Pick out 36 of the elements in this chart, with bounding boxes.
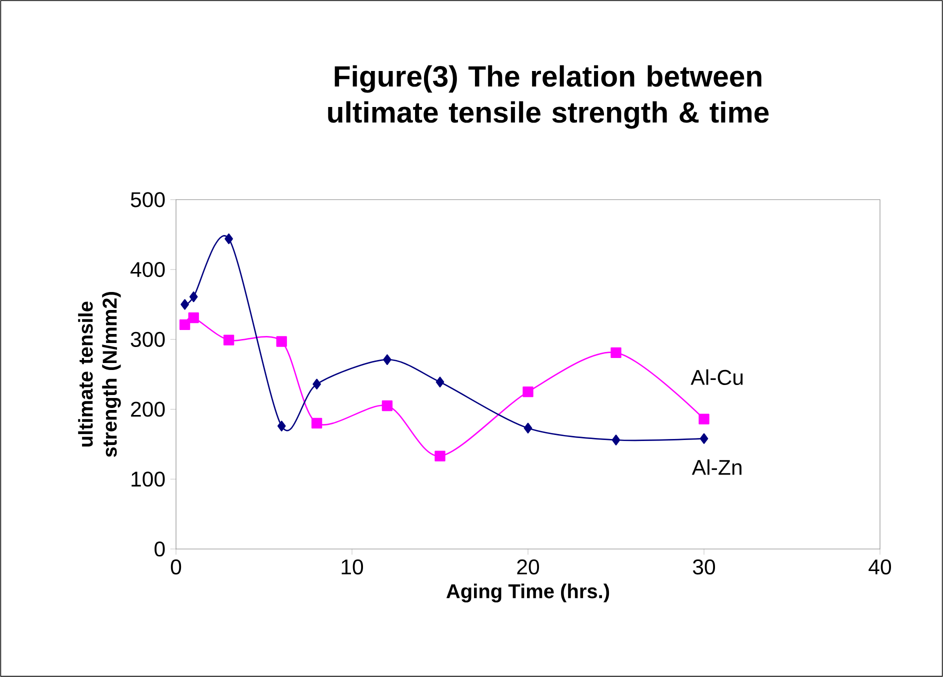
point (698, 414, 710, 424)
x-tick-label: 30 (692, 559, 716, 574)
chart-title: Figure(3) The relation between ultimate tensile strength & time (328, 65, 769, 129)
series-label: Al-Cu (690, 369, 743, 385)
y-axis-title: ultimate tensile strength (N/mm2) (78, 292, 121, 457)
point (522, 386, 534, 398)
x-tick-label: 10 (342, 559, 364, 574)
point (179, 319, 190, 330)
point (612, 434, 620, 446)
point (311, 418, 322, 429)
y-tick-label: 300 (130, 332, 165, 347)
x-tick-label: 20 (517, 559, 540, 574)
series-label: Al-Zn (692, 459, 742, 475)
x-tick-label: 40 (868, 559, 892, 574)
point (180, 299, 189, 310)
point (524, 422, 532, 434)
point (434, 450, 446, 462)
y-tick-label: 0 (154, 541, 165, 557)
point (382, 400, 393, 412)
point (383, 354, 392, 365)
point (276, 336, 287, 347)
x-axis-title: Aging Time (hrs.) (446, 584, 610, 602)
point (700, 433, 708, 444)
point (188, 312, 199, 324)
y-tick-label: 100 (132, 472, 165, 487)
x-tick-label: 0 (170, 559, 182, 574)
y-tick-label: 400 (130, 262, 165, 278)
y-tick-label: 200 (131, 402, 165, 417)
point (223, 334, 234, 346)
point (312, 378, 321, 390)
point (224, 233, 233, 244)
y-tick-label: 500 (130, 192, 165, 208)
point (189, 291, 198, 302)
point (436, 376, 444, 388)
point (610, 347, 622, 358)
point (277, 420, 286, 432)
